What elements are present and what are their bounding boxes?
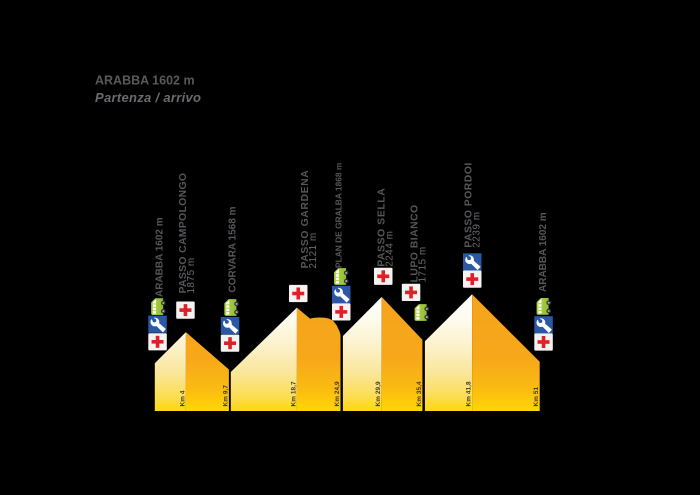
- station-elevation-passo-gardena: 2121 m: [308, 232, 319, 268]
- mechanic-wrench-icon: [534, 316, 553, 333]
- first-aid-cross-icon: [332, 303, 351, 321]
- station-label-arabba-finish: ARABBA 1602 m: [538, 212, 549, 292]
- mountain-campolongo-ascent-face: [154, 332, 186, 411]
- mechanic-wrench-icon: [332, 286, 351, 303]
- station-elevation-passo-pordoi: 2239 m: [471, 211, 482, 247]
- station-label-arabba-start: ARABBA 1602 m: [155, 217, 166, 297]
- page-subtitle: Partenza / arrivo: [95, 90, 201, 105]
- mountain-pordoi-ascent-face: [424, 294, 473, 411]
- mechanic-wrench-icon: [463, 253, 482, 270]
- first-aid-cross-icon: [374, 267, 393, 285]
- km-marker: Km 51: [533, 386, 540, 406]
- mountain-sella-descent-face: [381, 296, 423, 411]
- station-elevation-passo-sella: 2244 m: [384, 231, 395, 267]
- station-name-passo-campolongo: PASSO CAMPOLONGO: [178, 173, 189, 294]
- first-aid-cross-icon: [176, 301, 195, 319]
- first-aid-cross-icon: [220, 334, 240, 352]
- station-label-plan-de-gralba: PLAN DE GRALBA 1868 m: [334, 163, 344, 268]
- mountain-pordoi-descent-face: [472, 294, 540, 411]
- km-marker: Km 24,9: [334, 381, 341, 407]
- first-aid-cross-icon: [534, 333, 553, 351]
- mountain-sella-ascent-face: [342, 296, 382, 411]
- station-elevation-lupo-bianco: 1715 m: [417, 246, 428, 282]
- station-elevation-passo-campolongo: 1875 m: [186, 257, 197, 293]
- station-name-passo-gardena: PASSO GARDENA: [300, 170, 311, 269]
- first-aid-cross-icon: [148, 333, 167, 351]
- page-title: ARABBA 1602 m: [95, 74, 195, 88]
- km-marker: Km 41,8: [466, 381, 473, 407]
- mechanic-wrench-icon: [221, 317, 240, 334]
- mountain-profile: [154, 294, 540, 411]
- km-marker: Km 18,7: [290, 381, 297, 407]
- first-aid-cross-icon: [289, 284, 308, 303]
- km-marker: Km 4: [179, 390, 186, 406]
- mountain-campolongo-descent-face: [185, 332, 229, 411]
- km-marker: Km 9,7: [222, 385, 229, 407]
- km-marker: Km 29,9: [375, 381, 382, 407]
- station-labels: ARABBA 1602 m PASSO CAMPOLONGO 1875 m CO…: [155, 162, 550, 297]
- station-name-lupo-bianco: LUPO BIANCO: [410, 204, 421, 282]
- mountain-gardena-ascent-face: [230, 307, 297, 411]
- first-aid-cross-icon: [401, 283, 421, 301]
- station-name-passo-pordoi: PASSO PORDOI: [464, 162, 475, 247]
- km-markers: Km 4 Km 9,7 Km 18,7 Km 24,9 Km 29,9 Km 3…: [179, 381, 540, 407]
- mountain-gardena-descent-face: [296, 307, 341, 411]
- first-aid-cross-icon: [463, 270, 482, 288]
- station-label-corvara: CORVARA 1568 m: [228, 206, 239, 292]
- mechanic-wrench-icon: [148, 316, 167, 333]
- station-name-passo-sella: PASSO SELLA: [377, 188, 388, 267]
- km-marker: Km 35,4: [416, 381, 423, 407]
